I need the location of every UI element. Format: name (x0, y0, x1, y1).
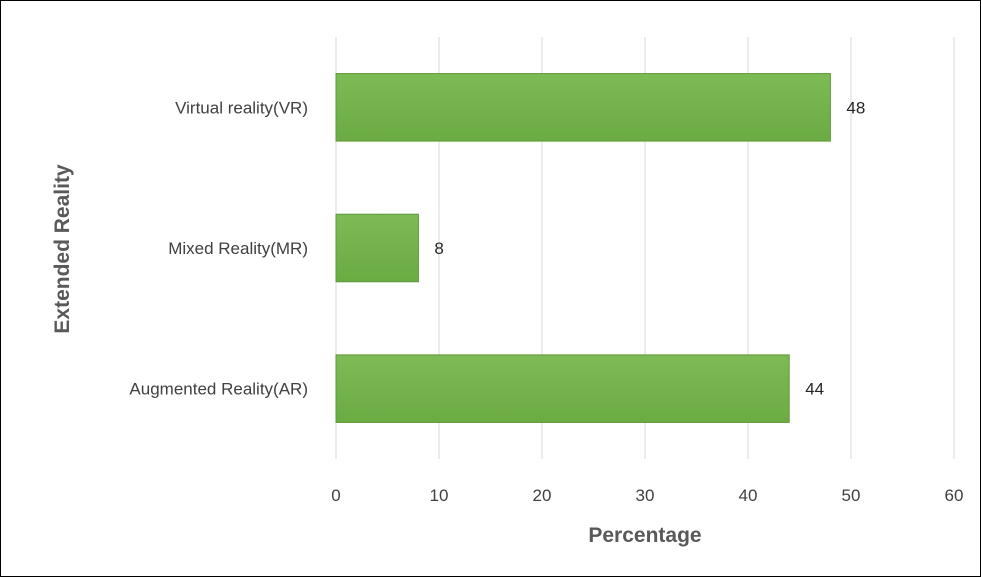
x-tick-label: 50 (842, 486, 861, 505)
x-tick-label: 60 (945, 486, 964, 505)
category-label: Mixed Reality(MR) (168, 239, 308, 258)
bar-2 (335, 354, 790, 423)
data-label: 8 (434, 239, 443, 258)
x-tick-label: 30 (636, 486, 655, 505)
bars (335, 73, 831, 423)
x-tick-label: 40 (739, 486, 758, 505)
labels: 0 10 20 30 40 50 60 Virtual reality(VR) 48 Mixed … (129, 98, 963, 505)
data-label: 48 (846, 98, 865, 117)
category-label: Virtual reality(VR) (175, 98, 308, 117)
x-tick-label: 0 (331, 486, 340, 505)
data-label: 44 (805, 380, 824, 399)
x-tick-label: 20 (533, 486, 552, 505)
bar-0 (335, 73, 831, 142)
category-label: Augmented Reality(AR) (129, 380, 308, 399)
x-tick-label: 10 (430, 486, 449, 505)
x-axis-title: Percentage (588, 524, 701, 547)
bar-1 (335, 213, 419, 283)
y-axis-title: Extended Reality (51, 164, 74, 334)
